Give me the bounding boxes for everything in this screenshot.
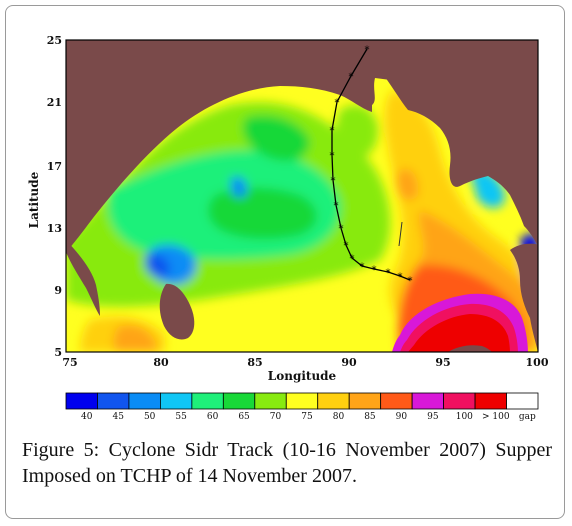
map-plot-area	[66, 40, 538, 352]
land-myanmar	[380, 40, 538, 247]
y-tick-label: 25	[47, 34, 62, 47]
land-malay	[510, 243, 538, 352]
y-tick-label: 5	[54, 346, 62, 359]
land-india-coast	[66, 240, 100, 316]
track-point-marker: *	[386, 268, 391, 279]
colorbar-swatch	[97, 392, 130, 410]
colorbar-label: 80	[333, 412, 345, 422]
x-axis-label: Longitude	[268, 369, 337, 383]
colorbar-label: 75	[301, 412, 313, 422]
colorbar-label: > 100	[482, 412, 510, 422]
track-point-marker: *	[349, 72, 354, 83]
track-point-marker: *	[331, 176, 336, 187]
colorbar-label: 45	[112, 412, 124, 422]
x-tick-label: 75	[62, 356, 77, 369]
colorbar-label: 100	[456, 412, 473, 422]
colorbar-swatch	[506, 392, 539, 410]
track-point-marker: *	[350, 254, 355, 265]
colorbar-label: 55	[175, 412, 187, 422]
figure-caption: Figure 5: Cyclone Sidr Track (10-16 Nove…	[22, 439, 552, 487]
y-axis-label: Latitude	[27, 171, 41, 228]
colorbar-label: 50	[144, 412, 156, 422]
colorbar-swatch	[191, 392, 224, 410]
colorbar-swatch	[317, 392, 350, 410]
cyclone-track: *********** * * * *	[330, 45, 413, 287]
track-markers: *********** * * * *	[330, 45, 413, 287]
colorbar-label: 70	[270, 412, 282, 422]
colorbar-swatch	[474, 392, 507, 410]
colorbar-label: 85	[364, 412, 376, 422]
x-tick-label: 100	[526, 356, 549, 369]
y-tick-label: 21	[47, 96, 62, 109]
y-tick-labels: 25 21 17 13 9 5	[47, 34, 62, 359]
colorbar-label: 65	[238, 412, 250, 422]
x-tick-label: 80	[153, 356, 169, 369]
colorbar-label: gap	[519, 412, 536, 422]
colorbar-label: 95	[427, 412, 439, 422]
land-india	[66, 40, 538, 252]
track-point-marker: *	[360, 262, 365, 273]
land-sri-lanka	[159, 283, 195, 340]
y-tick-label: 9	[54, 284, 62, 297]
track-point-marker: *	[398, 272, 403, 283]
track-point-marker: *	[330, 151, 335, 162]
track-line	[331, 48, 411, 281]
track-point-marker: *	[408, 276, 413, 287]
colorbar-swatch	[348, 392, 382, 410]
y-tick-label: 13	[47, 222, 62, 235]
x-tick-labels: 75 80 85 90 95 100	[62, 356, 548, 369]
y-tick-label: 17	[47, 160, 62, 173]
colorbar	[65, 392, 539, 410]
colorbar-swatch	[443, 392, 476, 410]
land-andaman	[398, 221, 403, 247]
plot-frame	[65, 39, 539, 353]
land-sumatra	[448, 345, 492, 352]
colorbar-swatch	[411, 392, 444, 410]
colorbar-swatch	[65, 392, 98, 410]
colorbar-label: 60	[207, 412, 219, 422]
warm-core-red	[408, 314, 510, 352]
x-tick-label: 95	[435, 356, 450, 369]
track-point-marker: *	[372, 265, 377, 276]
track-point-marker: *	[339, 224, 344, 235]
track-point-marker: *	[335, 98, 340, 109]
colorbar-swatch	[128, 392, 161, 410]
colorbar-swatch	[380, 392, 413, 410]
colorbar-swatch	[159, 392, 193, 410]
colorbar-swatch	[285, 392, 319, 410]
x-tick-label: 85	[247, 356, 262, 369]
track-point-marker: *	[344, 241, 349, 252]
colorbar-label: 40	[81, 412, 93, 422]
x-tick-label: 90	[341, 356, 357, 369]
track-point-marker: *	[330, 126, 335, 137]
track-point-marker: *	[334, 201, 339, 212]
colorbar-labels: 40 45 50 55 60 65 70 75 80 85 90 95 100 > 100 gap	[81, 412, 536, 422]
colorbar-swatch	[222, 392, 256, 410]
track-point-marker: *	[365, 45, 370, 56]
colorbar-label: 90	[396, 412, 408, 422]
colorbar-swatch	[254, 392, 287, 410]
